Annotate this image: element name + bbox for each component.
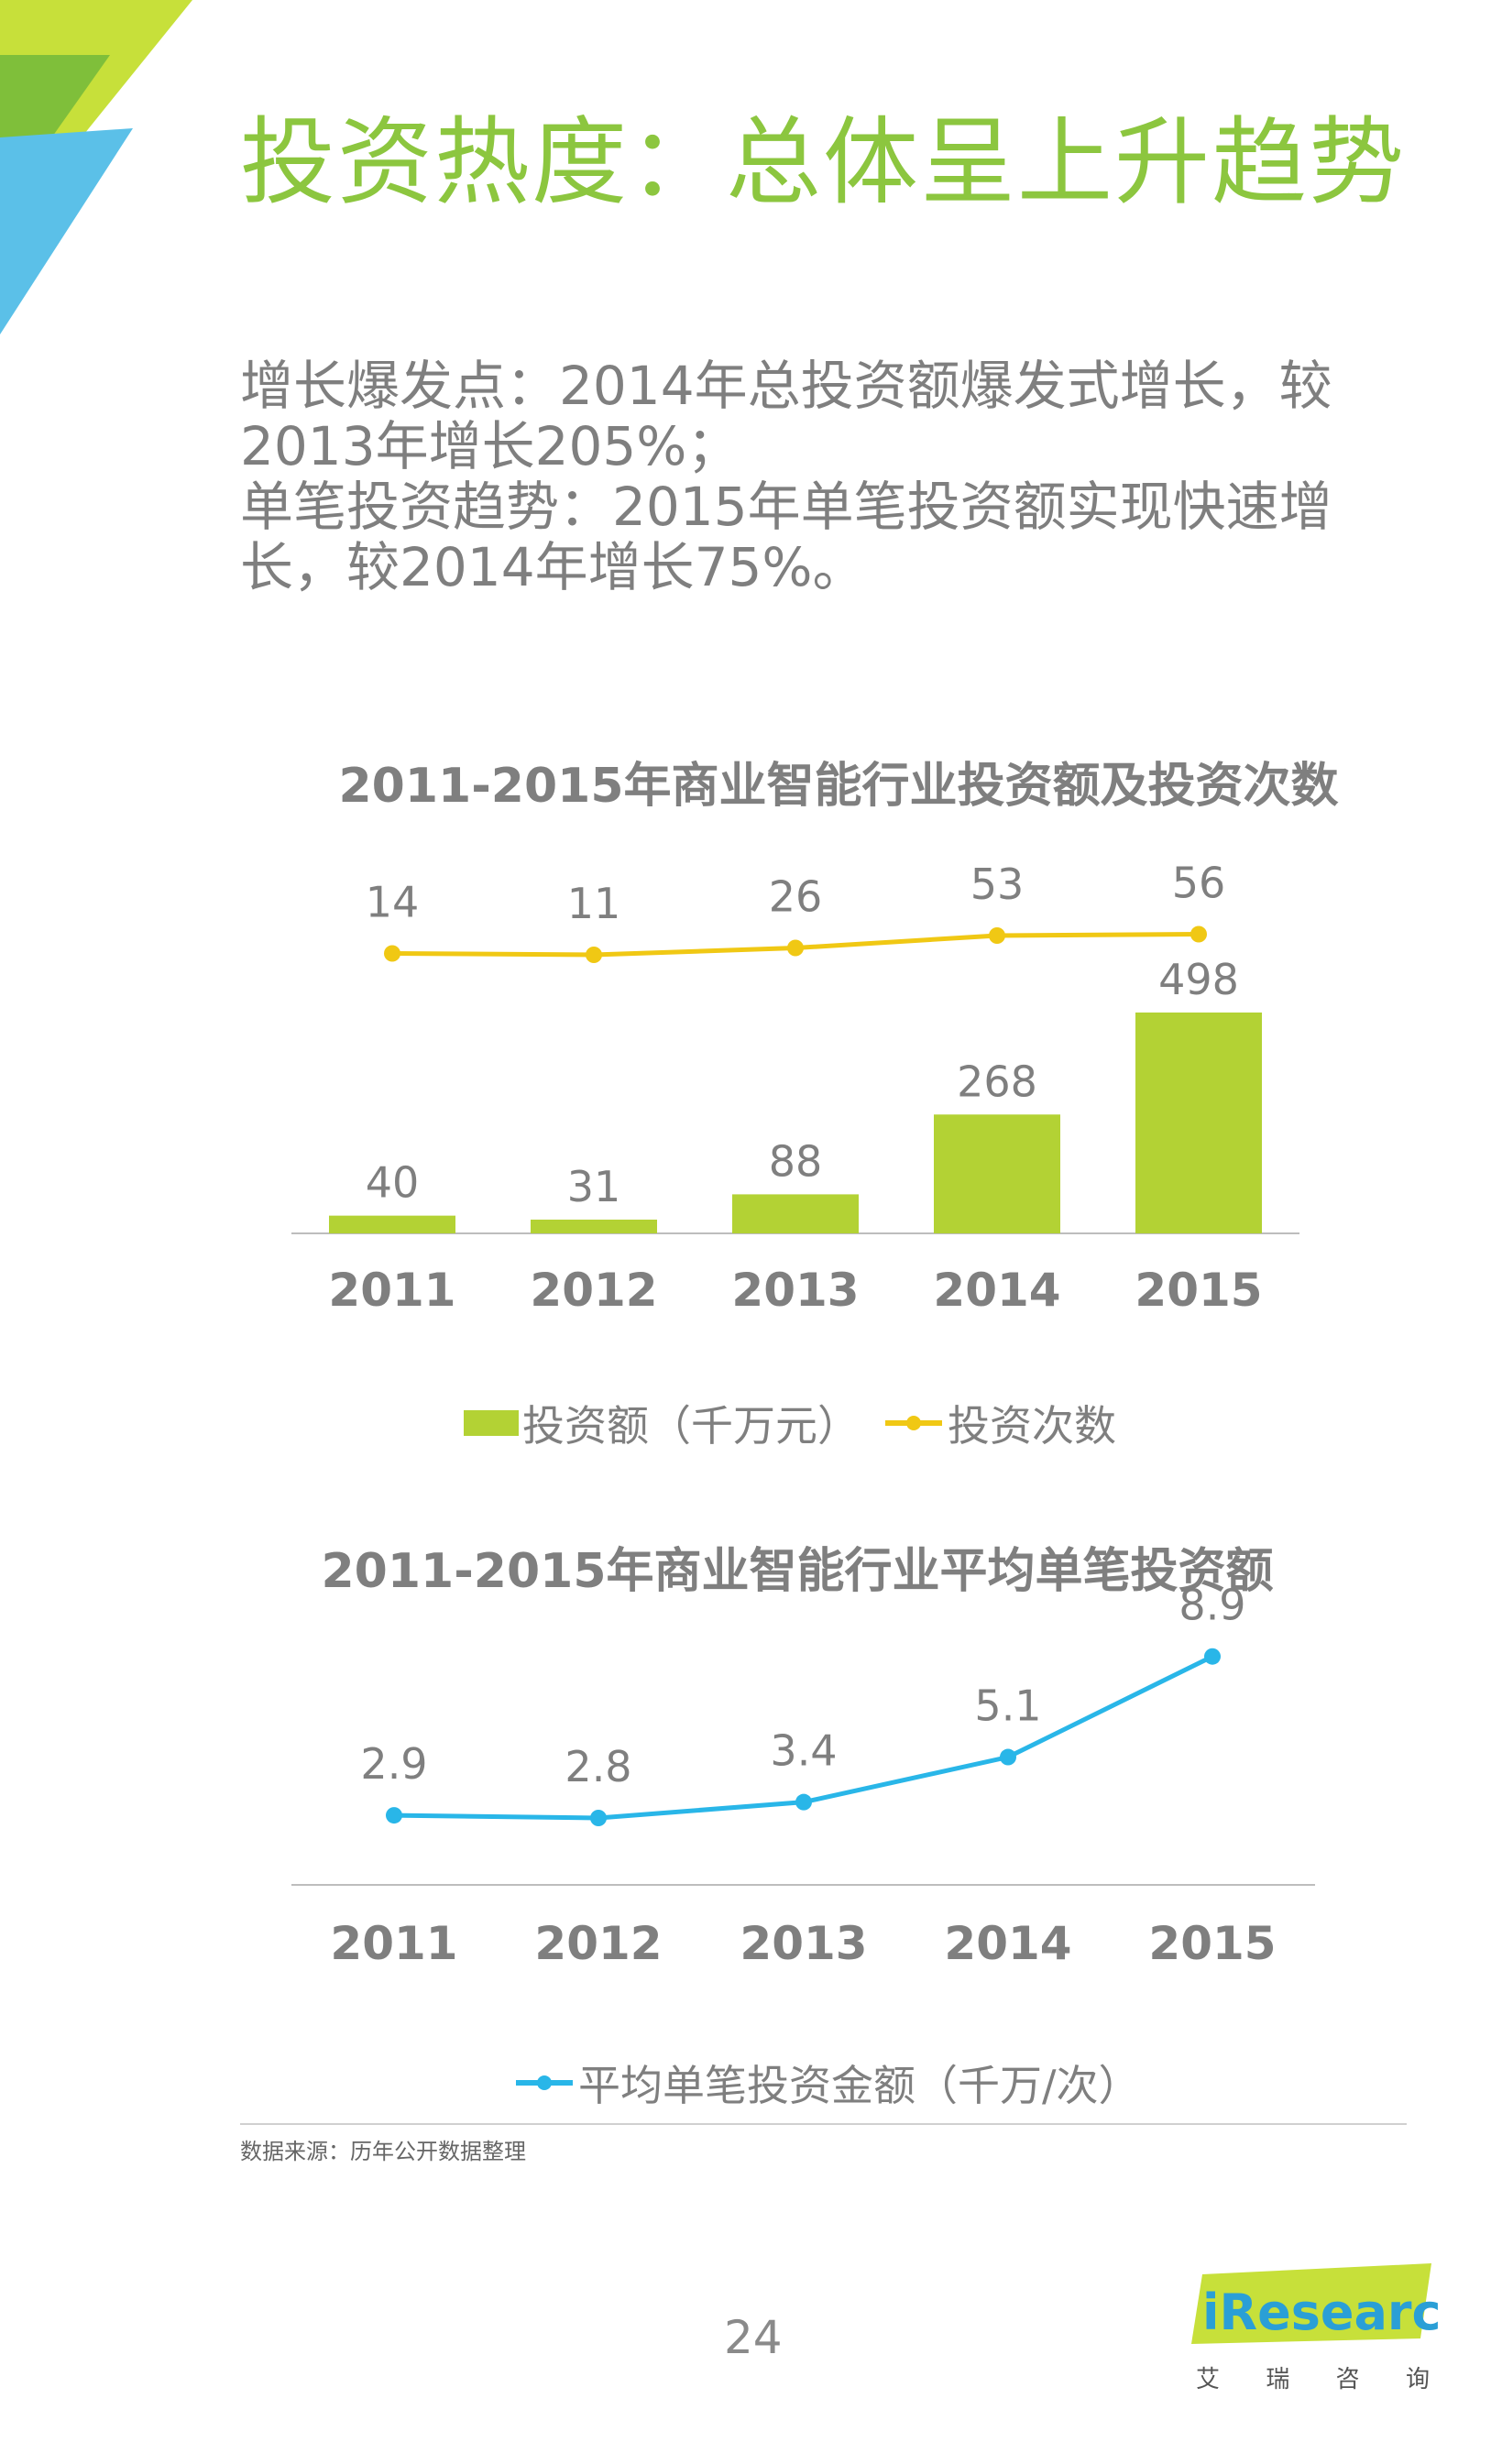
source-note: 数据来源：历年公开数据整理: [240, 2139, 526, 2164]
source-divider: [240, 2123, 1407, 2125]
legend-swatch-line: [516, 2080, 573, 2086]
logo-char: 询: [1405, 2366, 1430, 2393]
legend-item-average: 平均单笔投资金额（千万/次）: [516, 2053, 1141, 2113]
count-line: [391, 932, 1200, 958]
chart1-legend: 投资额（千万元） 投资次数: [464, 1393, 1142, 1453]
bar-value-label: 40: [366, 1158, 420, 1208]
legend-swatch-bar: [464, 1410, 519, 1436]
bar-value-label: 88: [769, 1136, 823, 1186]
x-tick-label: 2012: [534, 1917, 662, 1970]
x-tick-label: 2014: [944, 1917, 1071, 1970]
chart1-title: 2011-2015年商业智能行业投资额及投资次数: [338, 759, 1339, 814]
average-value-label: 5.1: [974, 1681, 1041, 1731]
x-tick-label: 2015: [1135, 1264, 1262, 1317]
count-value-label: 14: [366, 878, 420, 927]
bar-value-label: 498: [1158, 955, 1239, 1004]
intro-line: 单笔投资趋势：2015年单笔投资额实现快速增: [240, 476, 1332, 538]
x-tick-label: 2012: [530, 1264, 657, 1317]
count-value-label: 11: [567, 879, 621, 928]
legend-item-count: 投资次数: [885, 1393, 1116, 1453]
legend-swatch-line: [885, 1420, 942, 1426]
average-value-label: 3.4: [770, 1726, 837, 1776]
x-tick-label: 2015: [1148, 1917, 1276, 1970]
average-value-label: 2.9: [360, 1739, 427, 1789]
bar-2014: [934, 1114, 1060, 1233]
page-number: 24: [724, 2311, 783, 2364]
x-tick-label: 2011: [328, 1264, 455, 1317]
count-point-2013: [787, 939, 804, 957]
average-point-2015: [1204, 1648, 1221, 1665]
legend-label-average: 平均单笔投资金额（千万/次）: [578, 2061, 1141, 2110]
chart2-title: 2011-2015年商业智能行业平均单笔投资额: [321, 1544, 1274, 1599]
legend-item-amount: 投资额（千万元）: [464, 1393, 860, 1453]
logo-char: 瑞: [1266, 2366, 1290, 2393]
count-point-2012: [586, 947, 602, 963]
x-tick-label: 2013: [740, 1917, 867, 1970]
average-point-2014: [1000, 1748, 1016, 1766]
corner-decoration: [0, 0, 192, 334]
bar-value-label: 268: [957, 1057, 1037, 1106]
count-value-label: 56: [1172, 859, 1226, 908]
count-value-label: 53: [970, 860, 1025, 909]
logo-text: iResearch: [1202, 2283, 1439, 2341]
legend-label-amount: 投资额（千万元）: [522, 1401, 860, 1451]
x-tick-label: 2013: [731, 1264, 859, 1317]
logo-char: 艾: [1196, 2366, 1221, 2393]
count-point-2014: [989, 927, 1005, 944]
average-point-2011: [386, 1807, 402, 1824]
intro-line: 2013年增长205%；: [240, 415, 740, 477]
legend-label-count: 投资次数: [948, 1401, 1116, 1451]
bar-2011: [329, 1215, 455, 1233]
bar-2015: [1135, 1012, 1262, 1233]
average-value-label: 2.8: [565, 1742, 631, 1791]
x-tick-label: 2011: [330, 1917, 457, 1970]
iresearch-logo: iResearch: [1191, 2263, 1439, 2344]
x-tick-label: 2014: [933, 1264, 1060, 1317]
count-point-2011: [384, 945, 400, 962]
average-point-2012: [590, 1810, 607, 1826]
bar-2012: [531, 1219, 657, 1233]
chart2-legend: 平均单笔投资金额（千万/次）: [516, 2053, 1167, 2113]
page-title: 投资热度：总体呈上升趋势: [240, 106, 1407, 218]
logo-char: 咨: [1335, 2366, 1360, 2393]
count-value-label: 26: [769, 872, 823, 922]
bar-2013: [732, 1194, 859, 1233]
bar-value-label: 31: [567, 1162, 621, 1211]
intro-line: 增长爆发点：2014年总投资额爆发式增长，较: [240, 355, 1332, 417]
average-line: [393, 1654, 1214, 1821]
count-point-2015: [1190, 925, 1207, 943]
logo-cn-text: 艾 瑞 咨 询: [1196, 2360, 1430, 2394]
intro-line: 长，较2014年增长75%。: [240, 536, 866, 598]
average-point-2013: [795, 1793, 812, 1811]
